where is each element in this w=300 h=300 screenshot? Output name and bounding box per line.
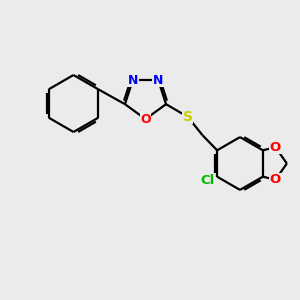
Text: O: O (270, 141, 281, 154)
Text: N: N (153, 74, 164, 86)
Text: O: O (140, 112, 151, 126)
Text: O: O (270, 173, 281, 186)
Text: N: N (128, 74, 138, 86)
Text: Cl: Cl (200, 174, 214, 188)
Text: S: S (183, 110, 193, 124)
